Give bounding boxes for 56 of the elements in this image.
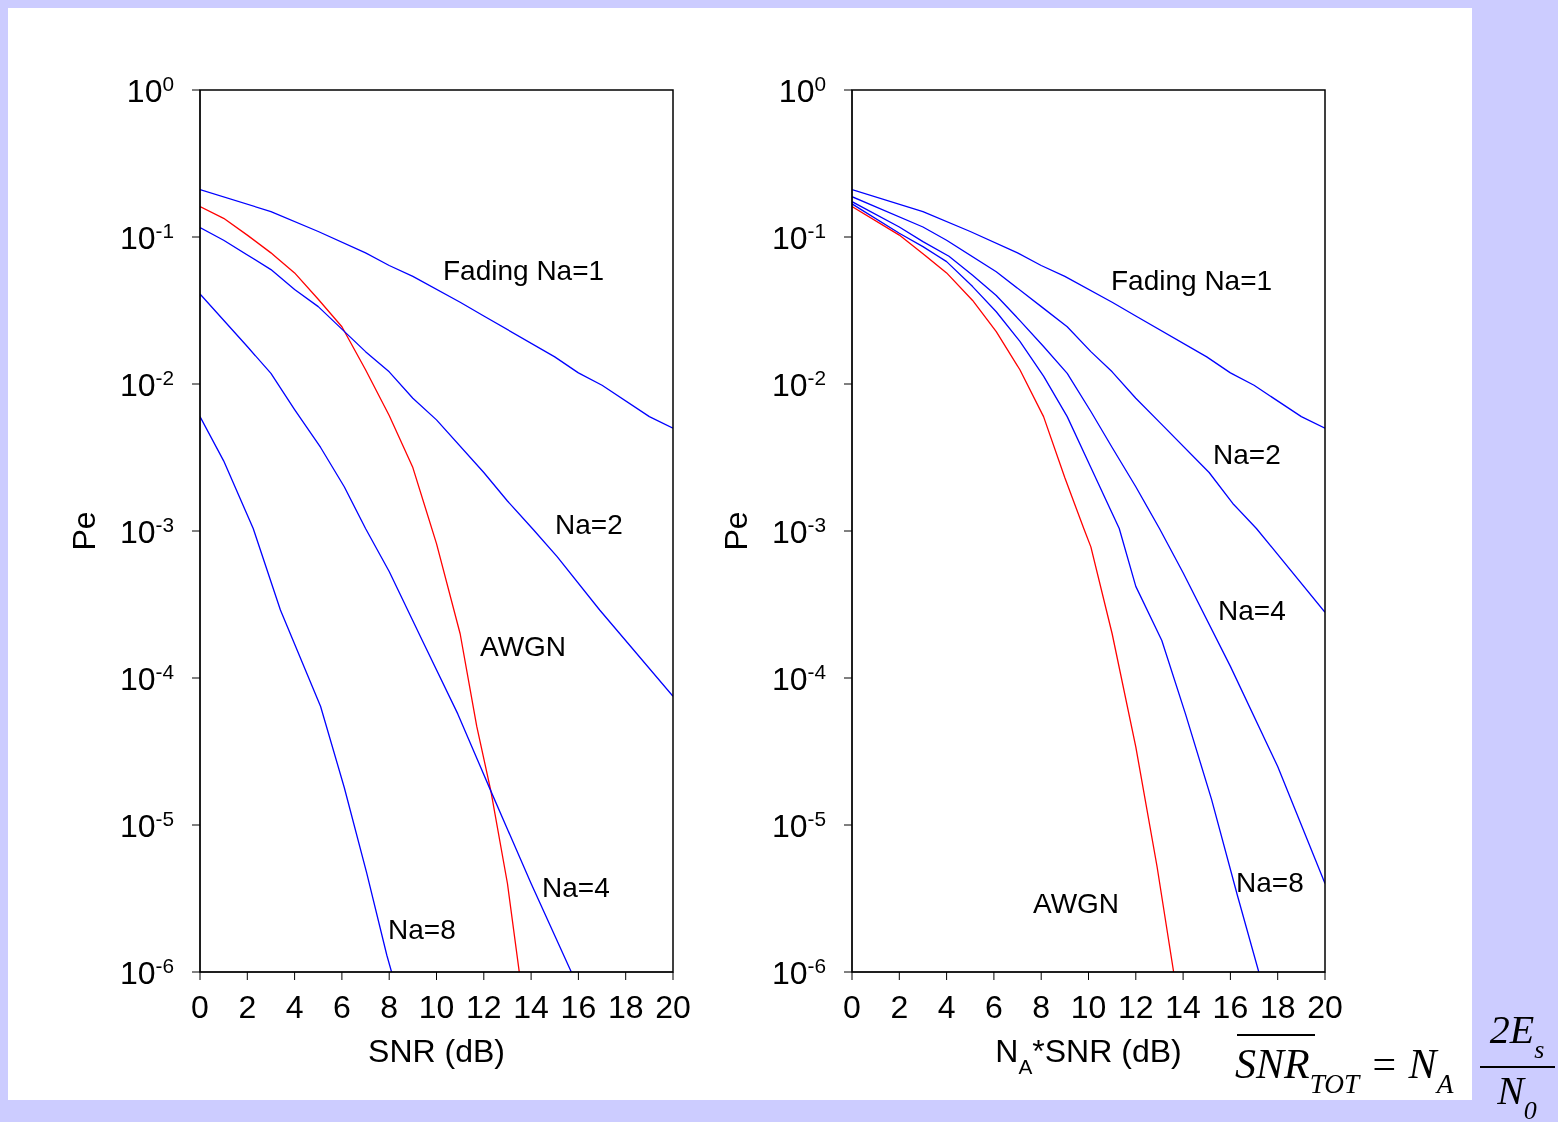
y-tick-label: 10$^{-2}$ (771, 365, 826, 403)
text: 2E$_{s}$ (1489, 1007, 1545, 1064)
annotation: Na=4 (1218, 595, 1286, 626)
x-tick-label: 12 (1118, 989, 1154, 1025)
x-tick-label: 10 (418, 989, 455, 1025)
y-tick-label: 10$^{-3}$ (119, 512, 174, 550)
line-series (852, 188, 1325, 429)
x-tick-label: 20 (655, 989, 691, 1025)
y-tick-label: 10$^{-5}$ (771, 806, 826, 844)
annotation: Na=8 (1236, 867, 1304, 898)
x-tick-label: 20 (1307, 989, 1343, 1025)
line-series (200, 188, 673, 429)
y-tick-label: 10$^{0}$ (126, 71, 174, 109)
annotation: Fading Na=1 (443, 255, 605, 286)
y-tick-label: 10$^{-1}$ (119, 218, 174, 256)
x-tick-label: 16 (1212, 989, 1249, 1025)
y-tick-label: 10$^{-6}$ (771, 953, 826, 991)
annotation: Na=8 (388, 914, 456, 945)
x-tick-label: 8 (1032, 989, 1051, 1025)
text: N$_{0}$ (1496, 1068, 1537, 1122)
line-series (200, 226, 673, 698)
annotation: Na=4 (542, 872, 610, 903)
y-tick-label: 10$^{-1}$ (771, 218, 826, 256)
x-tick-label: 0 (843, 989, 861, 1025)
y-tick-label: 10$^{0}$ (778, 71, 826, 109)
x-tick-label: 8 (380, 989, 399, 1025)
annotation: Na=2 (555, 509, 623, 540)
y-tick-label: 10$^{-5}$ (119, 806, 174, 844)
y-tick-label: 10$^{-6}$ (119, 953, 174, 991)
x-tick-label: 4 (937, 989, 956, 1025)
annotation: Fading Na=1 (1111, 265, 1273, 296)
annotation: AWGN (1033, 888, 1120, 919)
y-tick-label: 10$^{-4}$ (119, 659, 174, 697)
x-tick-label: 14 (1165, 989, 1201, 1025)
x-tick-label: 18 (1259, 989, 1296, 1025)
x-tick-label: 6 (985, 989, 1003, 1025)
x-tick-label: 18 (607, 989, 644, 1025)
x-axis-title: SNR (dB) (368, 1033, 505, 1069)
x-tick-label: 10 (1070, 989, 1107, 1025)
x-tick-label: 0 (191, 989, 209, 1025)
x-axis-title: N$_{A}$*SNR (dB) (995, 1033, 1182, 1078)
annotation: AWGN (480, 631, 567, 662)
x-tick-label: 12 (466, 989, 502, 1025)
y-tick-label: 10$^{-2}$ (119, 365, 174, 403)
y-axis-title: Pe (718, 511, 754, 551)
x-tick-label: 2 (238, 989, 257, 1025)
y-tick-label: 10$^{-3}$ (771, 512, 826, 550)
x-tick-label: 2 (890, 989, 909, 1025)
x-tick-label: 4 (285, 989, 304, 1025)
y-tick-label: 10$^{-4}$ (771, 659, 826, 697)
x-tick-label: 16 (560, 989, 597, 1025)
x-tick-label: 14 (513, 989, 549, 1025)
text: SNR$_{TOT}$ = N$_{A}$ (1235, 1041, 1454, 1099)
y-axis-title: Pe (66, 511, 102, 551)
annotation: Na=2 (1213, 439, 1281, 470)
x-tick-label: 6 (333, 989, 351, 1025)
